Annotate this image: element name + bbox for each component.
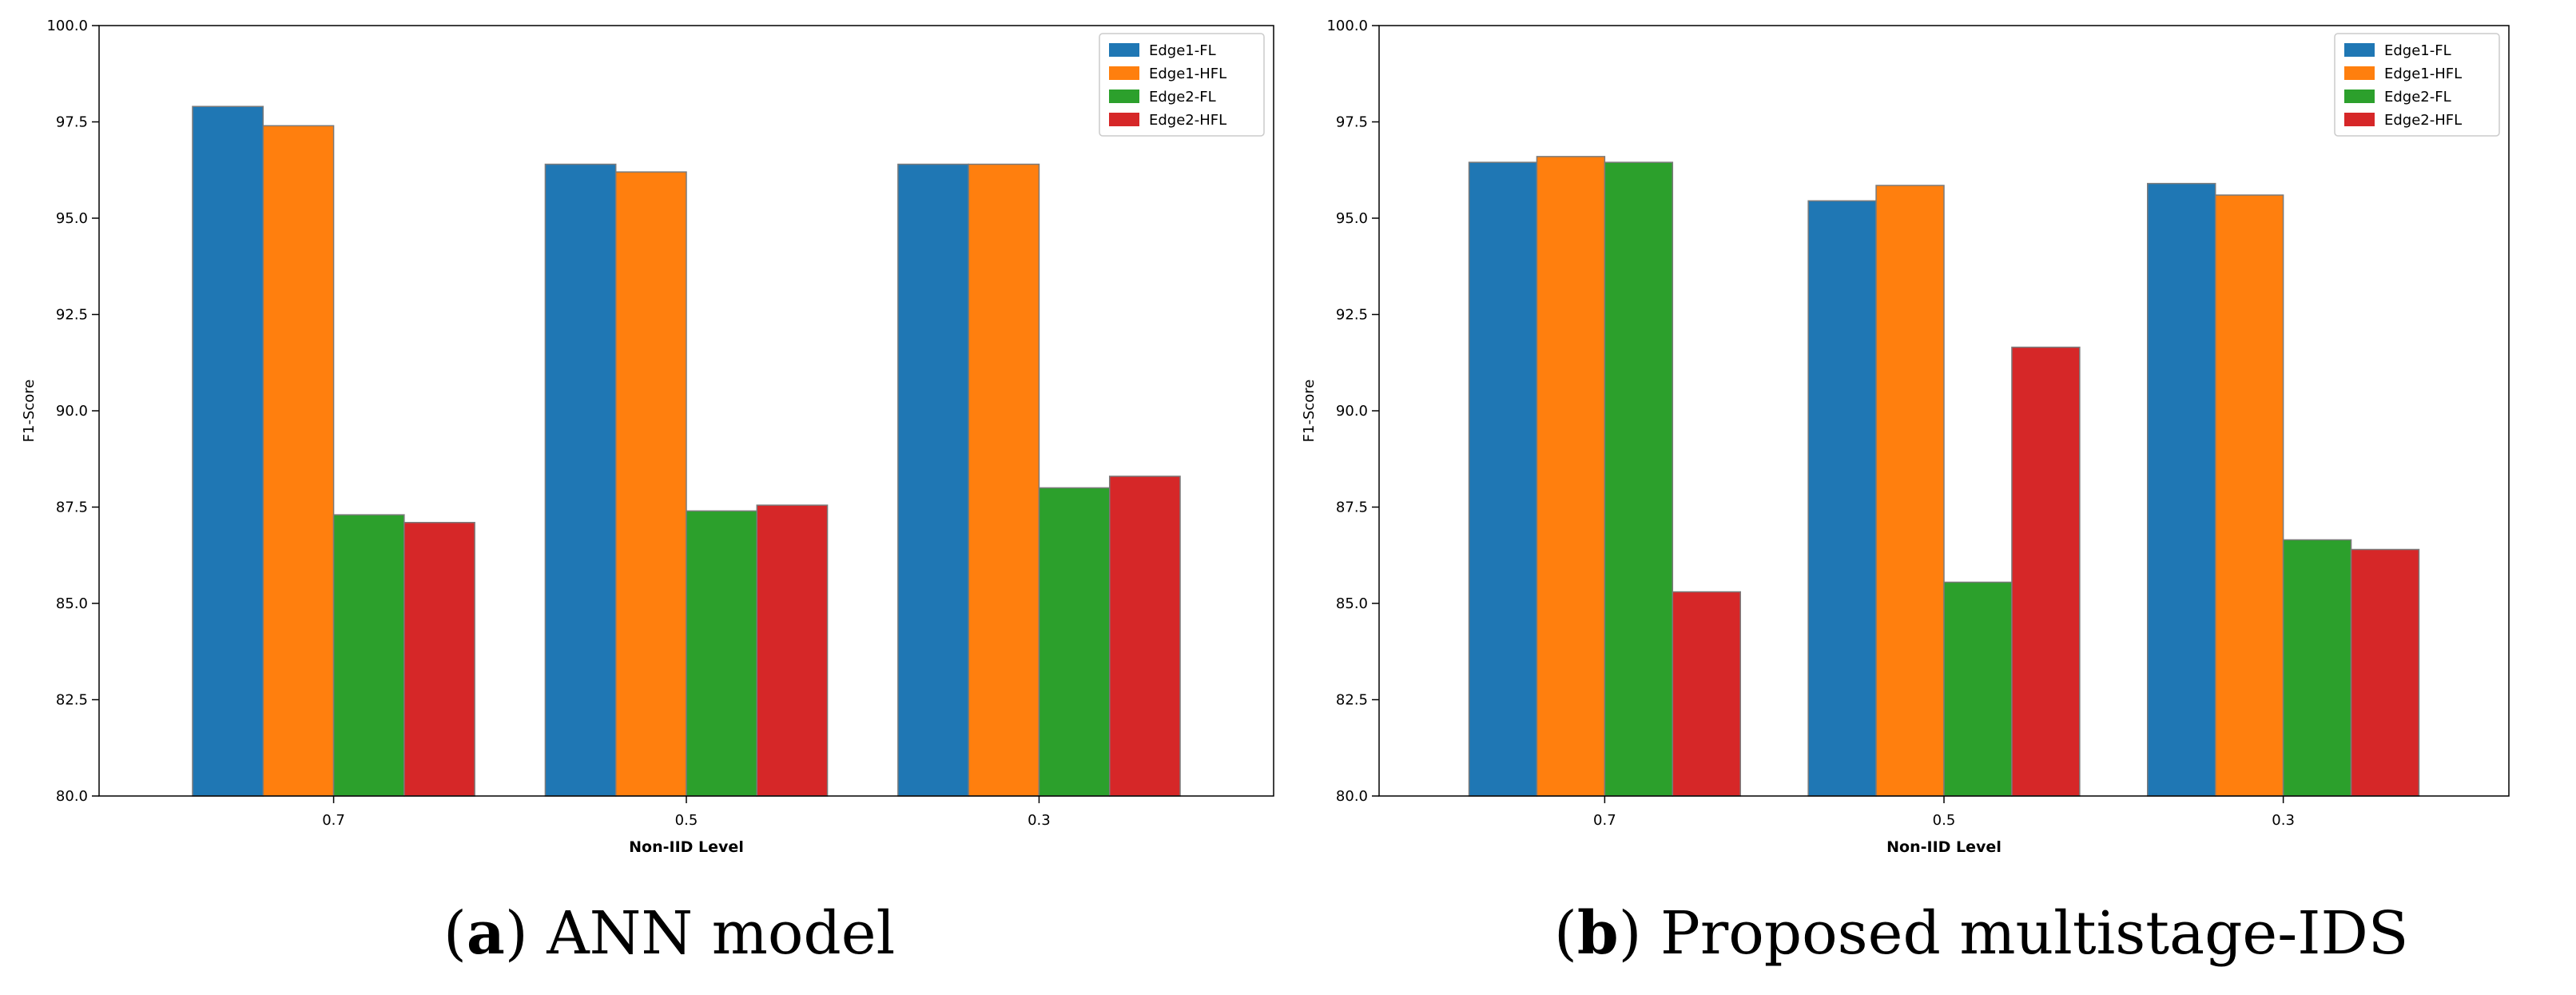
legend-swatch xyxy=(2344,90,2375,103)
y-tick-label: 97.5 xyxy=(56,114,88,131)
x-tick-label: 0.7 xyxy=(1593,812,1616,829)
y-tick-label: 100.0 xyxy=(1326,18,1368,34)
legend-box xyxy=(1099,33,1265,137)
x-axis-label: Non-IID Level xyxy=(629,838,744,856)
legend: Edge1-FL Edge1-HFL Edge2-FL Edge2-HFL xyxy=(2334,33,2500,137)
y-tick-label: 92.5 xyxy=(1336,307,1368,324)
legend-swatch xyxy=(2344,66,2375,80)
legend-entry: Edge1-HFL xyxy=(1149,66,1226,82)
bar-edge1-hfl-0.7 xyxy=(1536,156,1606,797)
bar-edge2-fl-0.5 xyxy=(686,510,758,797)
legend-entry: Edge2-HFL xyxy=(2384,112,2462,129)
legend-entry: Edge1-HFL xyxy=(2384,66,2462,82)
legend-box xyxy=(2334,33,2500,137)
x-tick-label: 0.3 xyxy=(2272,812,2295,829)
legend-entry: Edge2-FL xyxy=(2384,89,2451,105)
bar-edge1-fl-0.7 xyxy=(192,105,264,797)
caption-a-label: a xyxy=(466,899,505,968)
caption-b: (b) Proposed multistage-IDS xyxy=(1554,899,2409,968)
y-tick-label: 90.0 xyxy=(56,403,88,420)
bar-edge1-fl-0.5 xyxy=(544,163,617,797)
y-axis-label: F1-Score xyxy=(1301,380,1318,443)
legend-swatch xyxy=(1109,43,1139,57)
bar-edge1-hfl-0.3 xyxy=(2214,194,2284,797)
legend-entry: Edge1-FL xyxy=(2384,42,2451,59)
y-tick-label: 90.0 xyxy=(1336,403,1368,420)
bar-edge1-hfl-0.3 xyxy=(968,163,1040,797)
bar-edge2-fl-0.3 xyxy=(1038,487,1111,797)
caption-b-text: Proposed multistage-IDS xyxy=(1660,899,2409,968)
y-tick-label: 87.5 xyxy=(1336,499,1368,516)
legend-entry: Edge2-FL xyxy=(1149,89,1216,105)
x-tick-label: 0.5 xyxy=(675,812,698,829)
bar-edge2-hfl-0.7 xyxy=(1672,591,1741,797)
legend-swatch xyxy=(2344,113,2375,126)
y-tick-label: 87.5 xyxy=(56,499,88,516)
legend-swatch xyxy=(1109,90,1139,103)
legend-entry: Edge1-FL xyxy=(1149,42,1216,59)
legend: Edge1-FL Edge1-HFL Edge2-FL Edge2-HFL xyxy=(1099,33,1265,137)
bar-edge1-fl-0.5 xyxy=(1807,200,1877,797)
y-tick-label: 95.0 xyxy=(56,210,88,227)
bar-edge2-fl-0.7 xyxy=(332,514,405,797)
plot-frame xyxy=(98,25,1274,797)
legend-entry: Edge2-HFL xyxy=(1149,112,1226,129)
caption-a: (a) ANN model xyxy=(443,899,896,968)
bar-edge2-fl-0.7 xyxy=(1604,161,1674,797)
x-tick-label: 0.3 xyxy=(1028,812,1051,829)
bar-edge1-hfl-0.5 xyxy=(1875,185,1945,797)
x-tick-label: 0.5 xyxy=(1933,812,1956,829)
bar-edge2-hfl-0.7 xyxy=(403,522,475,797)
y-tick-label: 80.0 xyxy=(56,788,88,805)
y-tick-label: 85.0 xyxy=(56,595,88,612)
y-tick-label: 92.5 xyxy=(56,307,88,324)
y-tick-label: 85.0 xyxy=(1336,595,1368,612)
bar-edge1-hfl-0.5 xyxy=(614,171,687,797)
bar-edge2-hfl-0.5 xyxy=(756,504,829,797)
legend-swatch xyxy=(1109,66,1139,80)
bar-edge1-hfl-0.7 xyxy=(262,125,335,797)
bar-edge1-fl-0.7 xyxy=(1468,161,1538,797)
x-axis-label: Non-IID Level xyxy=(1886,838,2002,856)
legend-swatch xyxy=(1109,113,1139,126)
legend-swatch xyxy=(2344,43,2375,57)
y-tick-label: 82.5 xyxy=(56,692,88,709)
y-tick-label: 100.0 xyxy=(46,18,88,34)
plot-frame xyxy=(1378,25,2510,797)
y-tick-label: 97.5 xyxy=(1336,114,1368,131)
caption-b-label: b xyxy=(1576,899,1619,968)
bar-edge2-hfl-0.3 xyxy=(2350,548,2420,797)
y-tick-label: 82.5 xyxy=(1336,692,1368,709)
chart-panel-b: 0.7 0.5 0.3 80.0 82.5 85.0 87.5 90.0 92.5 95.0 97.… xyxy=(1301,18,2510,856)
caption-a-text: ANN model xyxy=(547,899,896,968)
bar-edge1-fl-0.3 xyxy=(897,163,969,797)
y-tick-label: 80.0 xyxy=(1336,788,1368,805)
chart-panel-a: 0.7 0.5 0.3 80.0 82.5 85.0 87.5 90.0 92.5 95.0 97.… xyxy=(21,18,1274,856)
y-tick-label: 95.0 xyxy=(1336,210,1368,227)
bar-edge2-fl-0.5 xyxy=(1943,581,2013,797)
bar-edge2-hfl-0.5 xyxy=(2011,346,2081,797)
bar-edge1-fl-0.3 xyxy=(2147,182,2216,797)
x-tick-label: 0.7 xyxy=(322,812,345,829)
y-axis-label: F1-Score xyxy=(21,380,38,443)
bar-edge2-fl-0.3 xyxy=(2282,539,2352,797)
bar-edge2-hfl-0.3 xyxy=(1108,476,1181,797)
